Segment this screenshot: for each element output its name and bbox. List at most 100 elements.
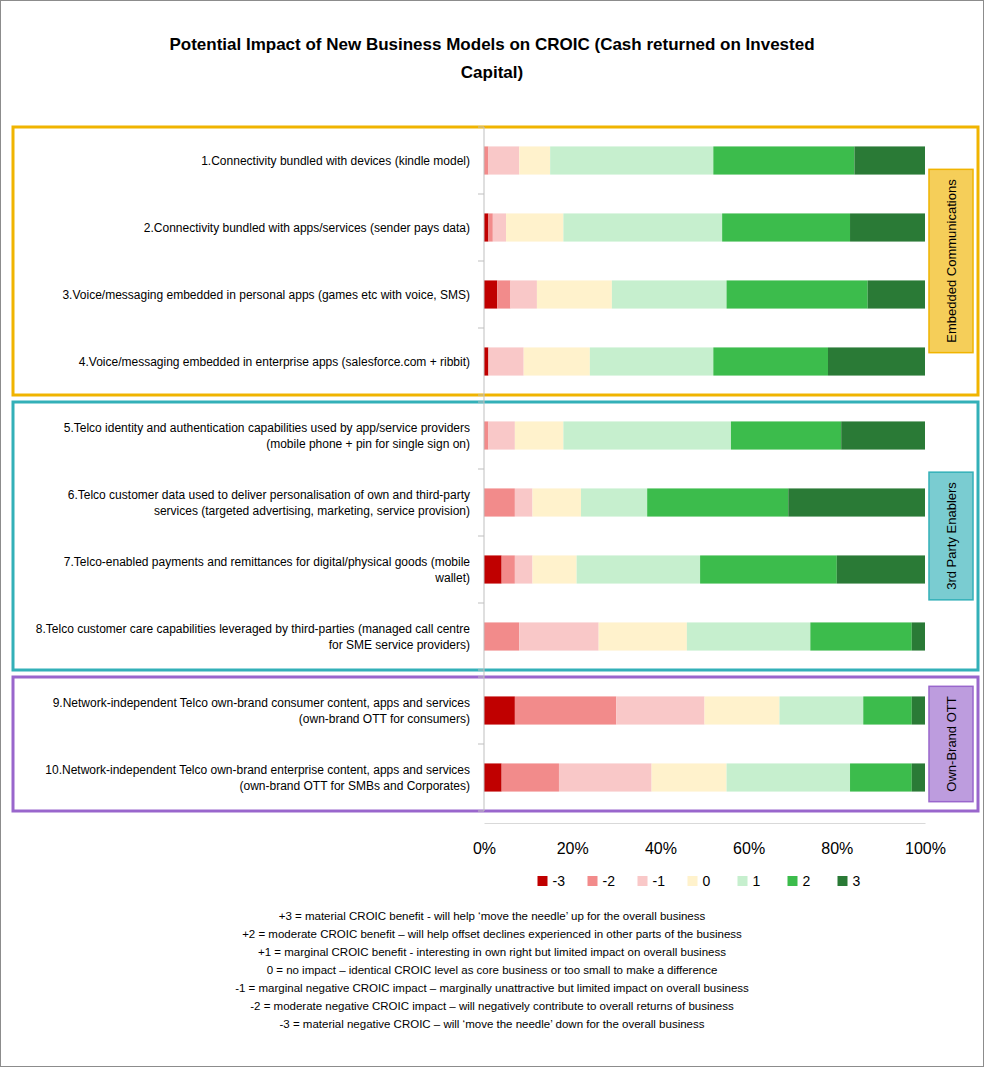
group-box — [13, 127, 978, 395]
group-box — [13, 677, 978, 811]
text-line: 7.Telco-enabled payments and remittances… — [64, 555, 471, 569]
x-tick: 20% — [557, 823, 589, 857]
legend-label: 0 — [703, 873, 711, 889]
text-line: (own-brand OTT for SMBs and Corporates) — [239, 779, 470, 793]
series-6 — [788, 146, 925, 791]
text-line: (own-brand OTT for consumers) — [299, 712, 470, 726]
legend-swatch — [738, 876, 748, 886]
x-tick-label: 60% — [733, 840, 765, 857]
x-tick-label: 80% — [821, 840, 853, 857]
legend-swatch — [838, 876, 848, 886]
bar-segment — [727, 280, 868, 308]
group-label: 3rd Party Enablers — [944, 482, 959, 590]
annotation: -1 = marginal negative CROIC impact – ma… — [235, 982, 749, 994]
chart-root: Potential Impact of New Business Models … — [0, 0, 984, 1067]
bar-segment — [515, 421, 564, 449]
category-tick — [478, 402, 484, 403]
legend-entry: -1 — [638, 873, 666, 889]
chart-frame — [1, 1, 984, 1067]
category-label: 10.Network-independent Telco own-brand e… — [45, 763, 470, 793]
bar-segment — [559, 763, 652, 791]
bar-segment — [616, 696, 704, 724]
bar-segment — [484, 763, 502, 791]
group-label: Own-Brand OTT — [944, 696, 959, 791]
bar-segment — [722, 213, 850, 241]
text-line: 1.Connectivity bundled with devices (kin… — [201, 154, 470, 168]
series-4 — [550, 146, 863, 791]
bar-segment — [484, 280, 497, 308]
chart-title: Potential Impact of New Business Models … — [169, 35, 814, 82]
x-tick: 100% — [905, 823, 946, 857]
category-axis: 1.Connectivity bundled with devices (kin… — [36, 127, 484, 811]
x-axis: 0%20%40%60%80%100% — [473, 823, 946, 857]
bar-segment — [581, 488, 647, 516]
bar-segment — [533, 555, 577, 583]
legend-entry: -2 — [588, 873, 616, 889]
bar-segment — [502, 555, 515, 583]
text-line: 8.Telco customer care capabilities lever… — [36, 622, 471, 636]
bar-segment — [510, 280, 536, 308]
annotation: -2 = moderate negative CROIC impact – wi… — [250, 1000, 734, 1012]
annotation: +2 = moderate CROIC benefit – will help … — [242, 928, 742, 940]
bar-segment — [502, 763, 559, 791]
bar-segment — [484, 555, 502, 583]
text-line: (mobile phone + pin for single sign on) — [266, 437, 470, 451]
bar-segment — [850, 213, 925, 241]
bar-segment — [484, 347, 488, 375]
bar-segment — [837, 555, 925, 583]
bar-segment — [599, 622, 687, 650]
annotation: -3 = material negative CROIC – will ‘mov… — [280, 1018, 705, 1030]
legend-swatch — [638, 876, 648, 886]
bar-segment — [912, 622, 925, 650]
text-line: wallet) — [434, 571, 470, 585]
bar-segment — [515, 696, 616, 724]
category-tick — [478, 261, 484, 262]
group-boxes — [13, 127, 978, 811]
legend-swatch — [588, 876, 598, 886]
text-line: Capital) — [461, 63, 523, 82]
bar-segment — [519, 146, 550, 174]
bar-segment — [484, 622, 519, 650]
legend-label: -3 — [553, 873, 566, 889]
series-0 — [484, 213, 515, 791]
x-tick: 40% — [645, 823, 677, 857]
bar-segment — [647, 488, 788, 516]
text-line: 2.Connectivity bundled with apps/service… — [144, 221, 470, 235]
series-5 — [647, 146, 912, 791]
bar-segment — [563, 421, 731, 449]
bar-segment — [537, 280, 612, 308]
text-line: 6.Telco customer data used to deliver pe… — [68, 488, 470, 502]
group-label: Embedded Communications — [944, 179, 959, 343]
bar-segment — [705, 696, 780, 724]
group-box — [13, 402, 978, 670]
legend-label: 3 — [853, 873, 861, 889]
text-line: 10.Network-independent Telco own-brand e… — [45, 763, 470, 777]
bar-segment — [577, 555, 700, 583]
category-tick — [478, 744, 484, 745]
annotation: +3 = material CROIC benefit - will help … — [279, 910, 706, 922]
bar-segment — [488, 421, 514, 449]
annotations: +3 = material CROIC benefit - will help … — [235, 910, 749, 1030]
x-tick: 80% — [821, 823, 853, 857]
legend-entry: -3 — [538, 873, 566, 889]
bar-segment — [488, 347, 523, 375]
series-2 — [488, 146, 704, 791]
bar-segment — [515, 488, 533, 516]
legend-entry: 3 — [838, 873, 861, 889]
bar-segment — [868, 280, 925, 308]
x-tick: 60% — [733, 823, 765, 857]
text-line: 9.Network-independent Telco own-brand co… — [53, 696, 470, 710]
category-tick — [478, 811, 484, 812]
series-1 — [484, 146, 616, 791]
bar-segment — [484, 488, 515, 516]
bar-segment — [779, 696, 863, 724]
legend-swatch — [538, 876, 548, 886]
bar-segment — [524, 347, 590, 375]
category-tick — [478, 127, 484, 128]
bar-segment — [590, 347, 713, 375]
legend-swatch — [788, 876, 798, 886]
category-label: 9.Network-independent Telco own-brand co… — [53, 696, 470, 726]
category-label: 4.Voice/messaging embedded in enterprise… — [79, 355, 470, 369]
bar-segment — [484, 146, 488, 174]
bar-segment — [727, 763, 850, 791]
